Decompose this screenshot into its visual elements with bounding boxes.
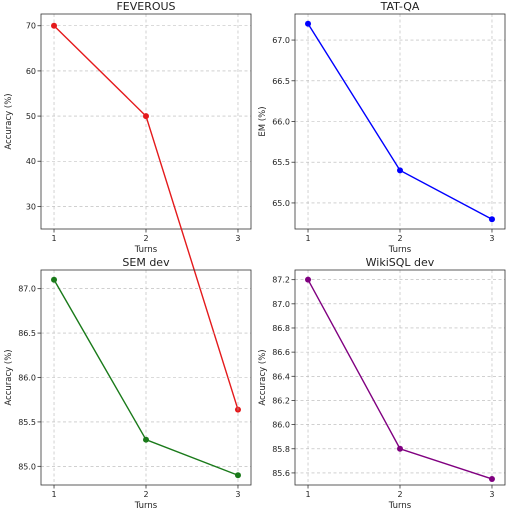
y-tick-label: 86.8 — [272, 324, 290, 333]
y-tick-label: 87.0 — [272, 300, 290, 309]
y-axis-label: Accuracy (%) — [258, 349, 268, 405]
y-axis-label: Accuracy (%) — [4, 349, 14, 405]
y-tick-label: 86.4 — [272, 372, 290, 381]
data-point — [305, 276, 312, 283]
y-tick-label: 87.2 — [272, 276, 290, 285]
y-tick-label: 30 — [26, 202, 36, 211]
chart-title: TAT-QA — [380, 0, 420, 13]
chart-title: FEVEROUS — [116, 0, 175, 13]
data-point — [488, 475, 495, 482]
y-tick-label: 86.0 — [18, 374, 36, 383]
x-tick-label: 1 — [305, 490, 310, 499]
x-tick-label: 1 — [51, 490, 56, 499]
x-tick-label: 2 — [143, 490, 148, 499]
x-axis-label: Turns — [388, 245, 412, 255]
chart-panel-4: 1 2 3 85.6 85.8 86.0 86.2 86.4 86.6 86.8 87.0 87.2 W… — [258, 256, 506, 510]
x-tick-label: 1 — [51, 234, 56, 243]
data-point — [143, 436, 149, 443]
y-axis-label: Accuracy (%) — [4, 93, 14, 149]
y-tick-label: 85.5 — [18, 418, 36, 427]
y-tick-label: 66.5 — [272, 77, 290, 86]
x-tick-label: 2 — [143, 234, 148, 243]
x-tick-label: 3 — [489, 234, 494, 243]
x-axis-label: Turns — [388, 501, 412, 510]
y-tick-label: 65.5 — [272, 158, 290, 167]
x-tick-label: 2 — [397, 234, 402, 243]
chart-panel-1: 1 2 3 30 40 50 60 70 FEVEROUS Turns Accuracy (%) — [4, 0, 252, 413]
y-tick-label: 86.2 — [272, 396, 290, 405]
data-point — [234, 472, 241, 479]
chart-panel-2: 1 2 3 65.0 65.5 66.0 66.5 67.0 TAT-QA Turns EM (%) — [258, 0, 506, 255]
x-tick-label: 2 — [397, 490, 402, 499]
data-point — [51, 22, 58, 29]
x-tick-label: 3 — [489, 490, 494, 499]
data-point — [397, 445, 403, 452]
data-point — [488, 216, 495, 223]
data-point — [397, 167, 403, 174]
y-tick-label: 40 — [26, 157, 36, 166]
data-point — [51, 276, 58, 283]
y-tick-label: 50 — [26, 112, 36, 121]
y-tick-label: 67.0 — [272, 36, 290, 45]
x-axis-label: Turns — [134, 501, 158, 510]
x-axis-label: Turns — [134, 245, 158, 255]
chart-title: SEM dev — [122, 256, 170, 269]
x-tick-label: 3 — [235, 490, 240, 499]
y-tick-label: 86.6 — [272, 348, 290, 357]
x-tick-label: 1 — [305, 234, 310, 243]
y-tick-label: 70 — [26, 22, 36, 31]
x-tick-label: 3 — [235, 234, 240, 243]
data-point — [305, 20, 312, 27]
y-tick-label: 60 — [26, 67, 36, 76]
y-axis-label: EM (%) — [258, 106, 268, 136]
data-point — [143, 113, 149, 120]
y-tick-label: 65.0 — [272, 199, 290, 208]
y-tick-label: 87.0 — [18, 285, 36, 294]
y-tick-label: 85.6 — [272, 469, 290, 478]
y-tick-label: 86.0 — [272, 421, 290, 430]
chart-title: WikiSQL dev — [366, 256, 435, 269]
y-tick-label: 85.8 — [272, 445, 290, 454]
y-tick-label: 86.5 — [18, 329, 36, 338]
y-tick-label: 66.0 — [272, 118, 290, 127]
chart-panel-3: 1 2 3 85.0 85.5 86.0 86.5 87.0 SEM dev Turns Accur… — [4, 256, 252, 510]
y-tick-label: 85.0 — [18, 462, 36, 471]
